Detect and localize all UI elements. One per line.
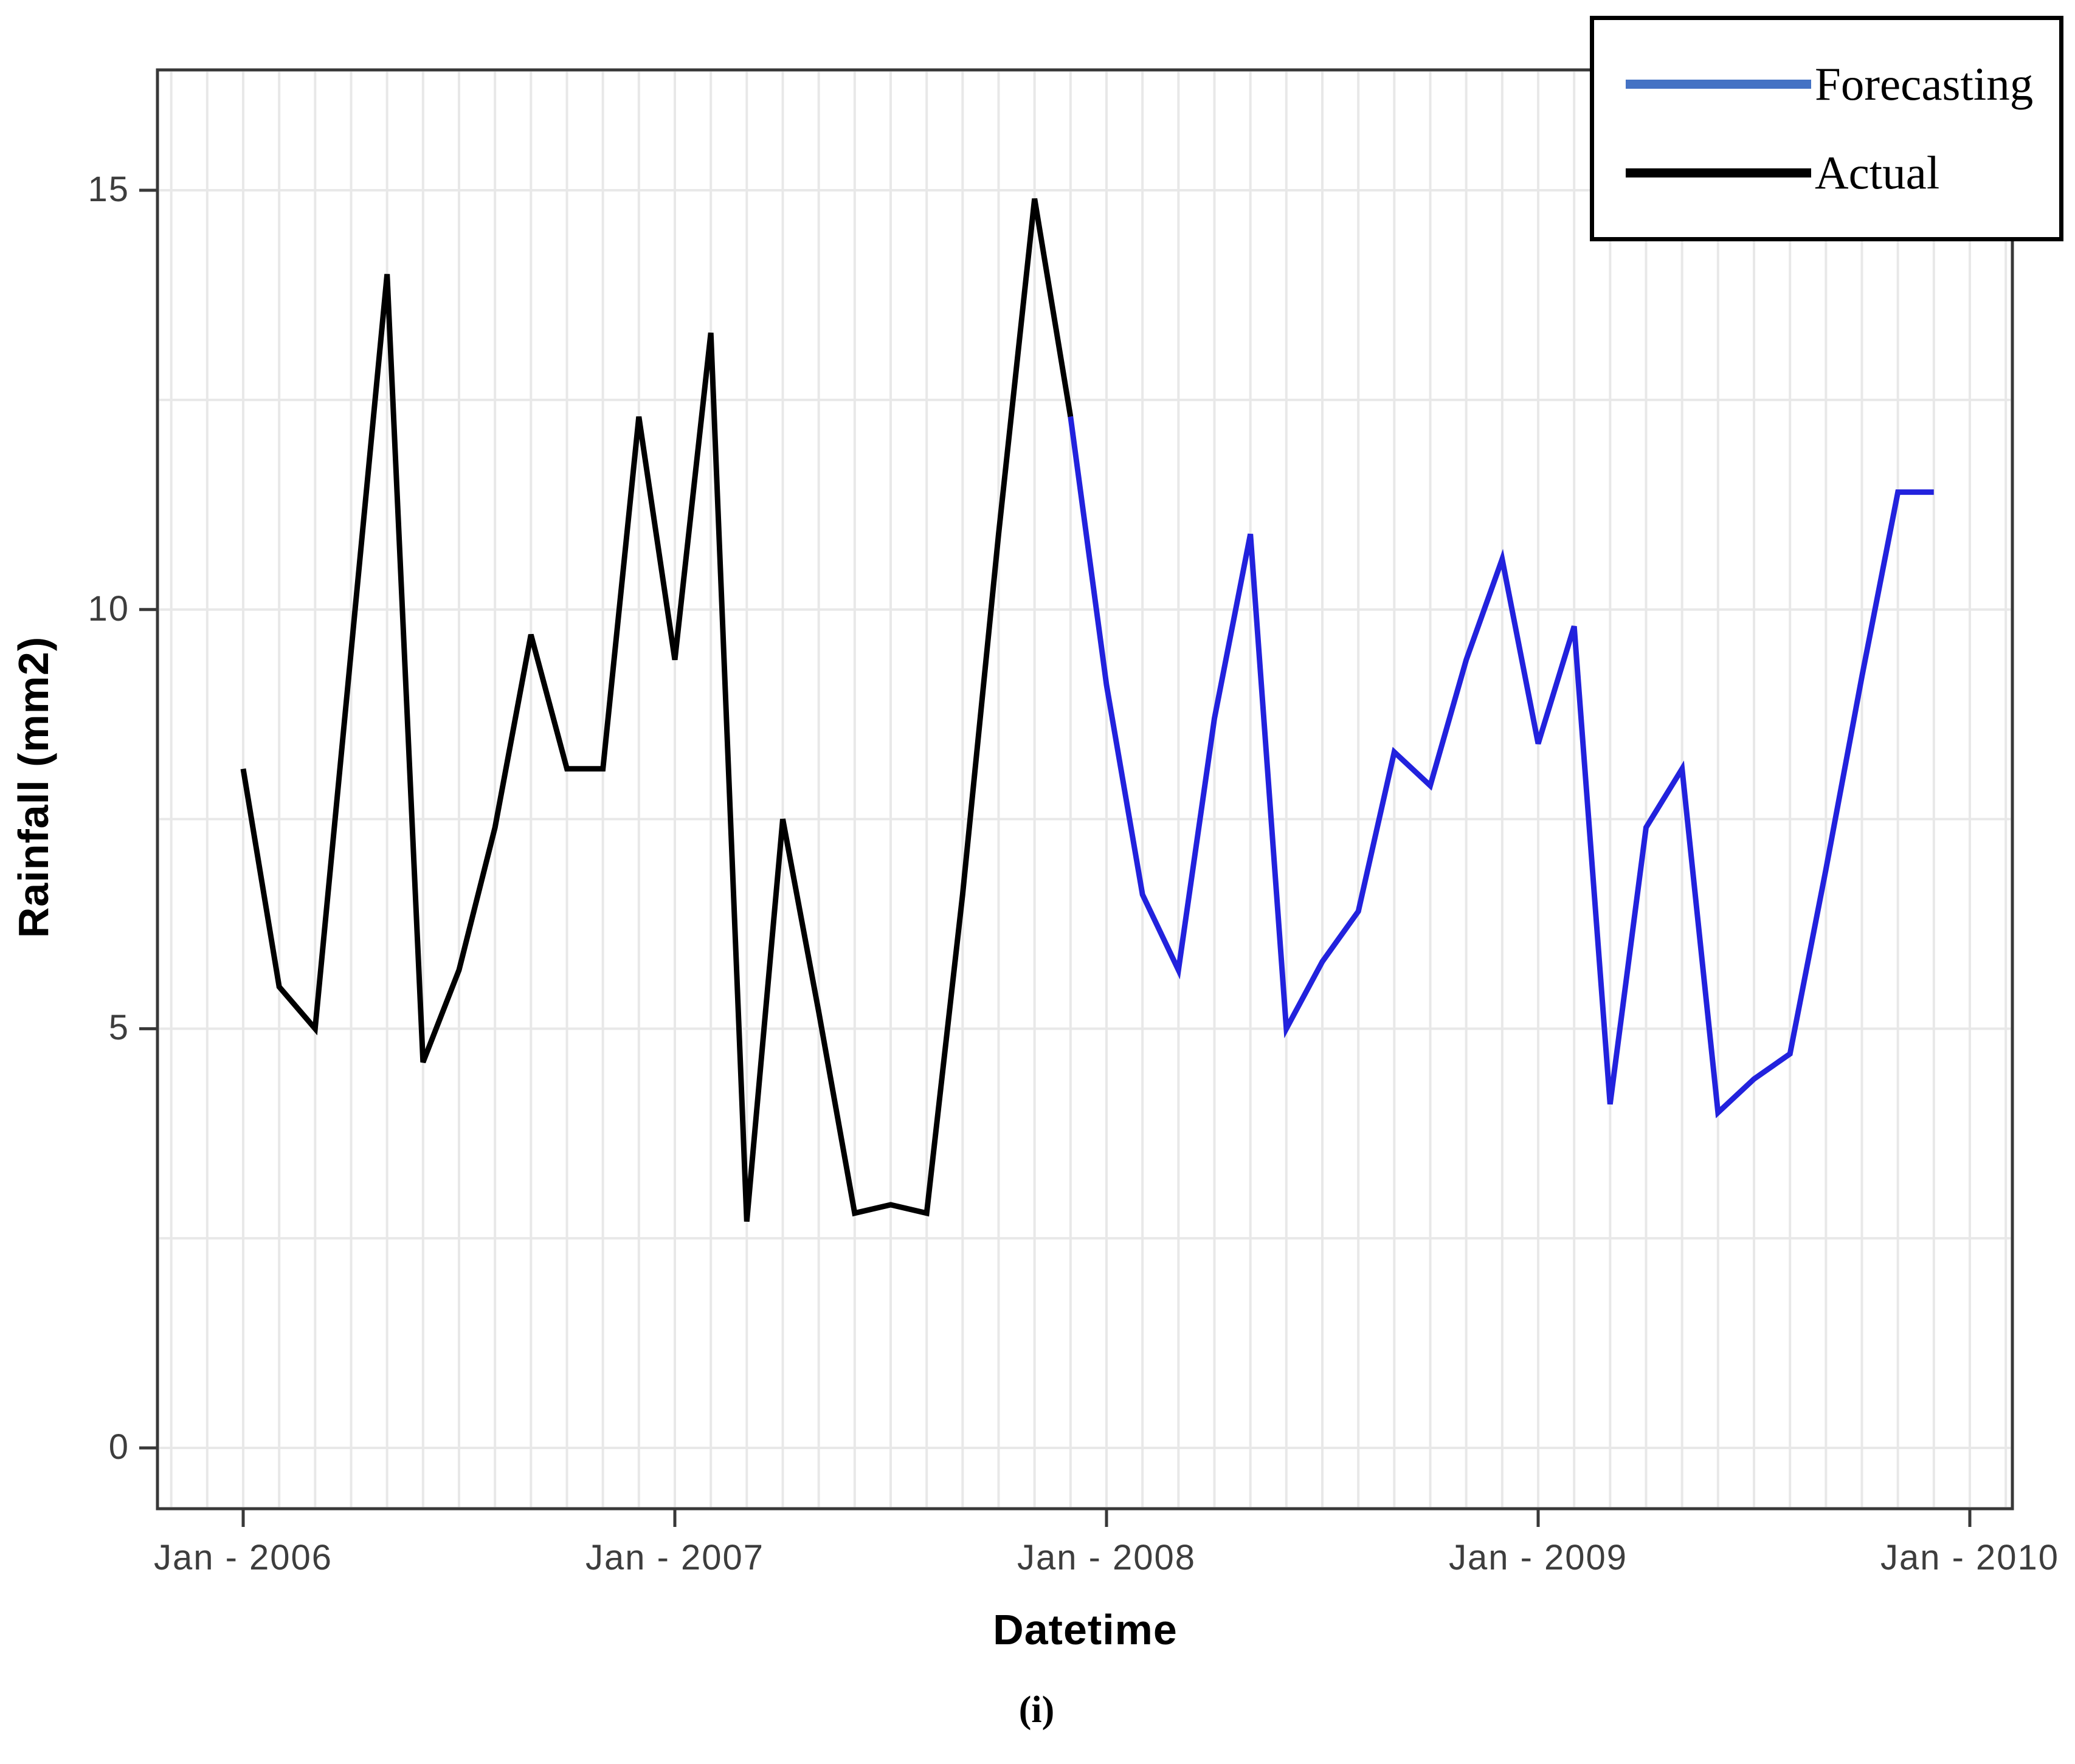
y-tick-label-5: 5	[108, 1008, 129, 1047]
legend-label-actual: Actual	[1815, 146, 1940, 199]
x-tick-label-2006: Jan - 2006	[153, 1538, 333, 1577]
x-tick-label-2007: Jan - 2007	[585, 1538, 765, 1577]
x-tick-label-2010: Jan - 2010	[1880, 1538, 2060, 1577]
legend-box: Forecasting Actual	[1590, 16, 2063, 241]
series-line-forecasting	[1068, 416, 1934, 1118]
y-tick-label-10: 10	[88, 589, 129, 629]
x-tick-label-2009: Jan - 2009	[1448, 1538, 1628, 1577]
y-tick-label-0: 0	[108, 1427, 129, 1467]
x-tick-label-2008: Jan - 2008	[1017, 1538, 1196, 1577]
forecasting-line-swatch	[1626, 80, 1811, 89]
legend-label-forecasting: Forecasting	[1815, 58, 2034, 111]
figure-caption: (i)	[1018, 1689, 1055, 1731]
actual-line-swatch	[1626, 168, 1811, 177]
legend-entry-actual: Actual	[1626, 148, 2059, 198]
gridlines	[159, 72, 2011, 1507]
legend-entry-forecasting: Forecasting	[1626, 60, 2059, 109]
plot-border	[156, 68, 2014, 1511]
series-line-actual	[240, 198, 1074, 1222]
x-axis-title: Datetime	[993, 1606, 1178, 1653]
y-tick-label-15: 15	[88, 170, 129, 209]
y-axis-title: Rainfall (mm2)	[10, 636, 57, 939]
